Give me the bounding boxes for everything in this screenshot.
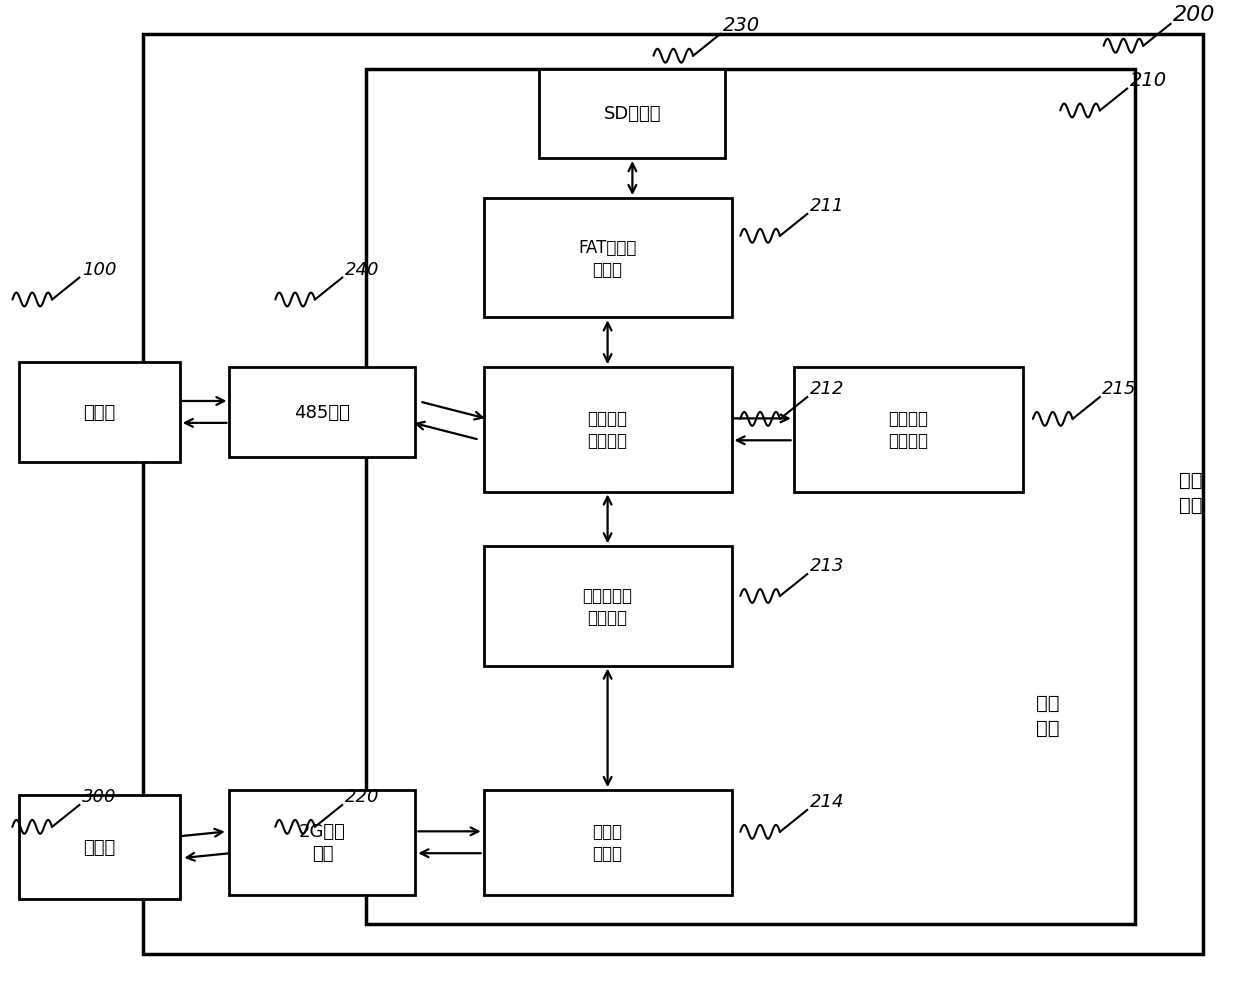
Bar bbox=[19, 363, 180, 462]
Bar bbox=[484, 790, 732, 895]
Text: 213: 213 bbox=[810, 557, 844, 575]
Text: 主控
单元: 主控 单元 bbox=[1037, 694, 1059, 738]
Text: 214: 214 bbox=[810, 792, 844, 810]
Text: 链路侦
测单元: 链路侦 测单元 bbox=[593, 822, 622, 863]
Bar bbox=[539, 70, 725, 159]
Text: 212: 212 bbox=[810, 380, 844, 398]
Bar bbox=[229, 368, 415, 457]
Text: 240: 240 bbox=[345, 260, 379, 278]
Bar bbox=[794, 368, 1023, 492]
Text: 消息队列
处理单元: 消息队列 处理单元 bbox=[588, 410, 627, 450]
Text: SD卡单元: SD卡单元 bbox=[604, 105, 661, 123]
Text: 300: 300 bbox=[82, 787, 117, 805]
Text: 210: 210 bbox=[1130, 71, 1167, 89]
Text: 无线
模块: 无线 模块 bbox=[1179, 470, 1202, 514]
Text: 逻辑时序
处理单元: 逻辑时序 处理单元 bbox=[888, 410, 929, 450]
Bar bbox=[484, 547, 732, 666]
Text: 2G无线
芯片: 2G无线 芯片 bbox=[299, 822, 346, 863]
Bar bbox=[484, 199, 732, 318]
Bar bbox=[484, 368, 732, 492]
Text: 充电桩: 充电桩 bbox=[83, 404, 115, 421]
Text: 服务器: 服务器 bbox=[83, 838, 115, 857]
Text: 200: 200 bbox=[1173, 5, 1215, 25]
Bar bbox=[143, 35, 1203, 954]
Text: 485芯片: 485芯片 bbox=[294, 404, 351, 421]
Text: 230: 230 bbox=[723, 16, 760, 35]
Bar bbox=[19, 795, 180, 900]
Text: 211: 211 bbox=[810, 197, 844, 215]
Text: 数据上传及
下发单元: 数据上传及 下发单元 bbox=[583, 586, 632, 626]
Bar bbox=[366, 70, 1135, 924]
Text: 100: 100 bbox=[82, 260, 117, 278]
Text: FAT文件系
统单元: FAT文件系 统单元 bbox=[578, 239, 637, 278]
Text: 220: 220 bbox=[345, 787, 379, 805]
Text: 215: 215 bbox=[1102, 380, 1137, 398]
Bar bbox=[229, 790, 415, 895]
